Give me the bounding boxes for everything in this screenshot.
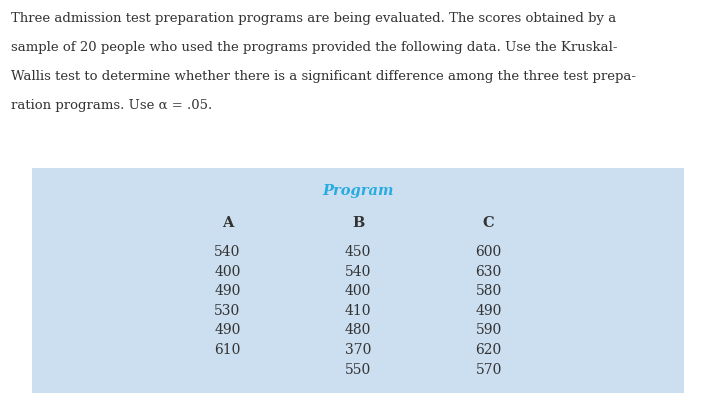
Text: 540: 540: [345, 264, 371, 278]
Text: 480: 480: [345, 323, 371, 336]
Text: B: B: [352, 215, 364, 229]
Text: Three admission test preparation programs are being evaluated. The scores obtain: Three admission test preparation program…: [11, 12, 616, 25]
Text: 410: 410: [345, 303, 371, 317]
Text: 630: 630: [475, 264, 502, 278]
Text: sample of 20 people who used the programs provided the following data. Use the K: sample of 20 people who used the program…: [11, 41, 617, 54]
Text: 530: 530: [214, 303, 241, 317]
Text: A: A: [222, 215, 233, 229]
Text: 490: 490: [214, 323, 241, 336]
Text: 490: 490: [475, 303, 502, 317]
Text: C: C: [483, 215, 494, 229]
Text: 450: 450: [345, 245, 371, 259]
Text: 490: 490: [214, 284, 241, 298]
Text: Wallis test to determine whether there is a significant difference among the thr: Wallis test to determine whether there i…: [11, 70, 635, 83]
Text: 550: 550: [345, 362, 371, 376]
Text: 620: 620: [475, 342, 502, 356]
Text: 370: 370: [345, 342, 371, 356]
Text: 400: 400: [214, 264, 241, 278]
Text: Program: Program: [322, 184, 394, 198]
Text: 610: 610: [214, 342, 241, 356]
Text: 580: 580: [475, 284, 502, 298]
Text: 540: 540: [214, 245, 241, 259]
Text: 570: 570: [475, 362, 502, 376]
Text: 400: 400: [345, 284, 371, 298]
Text: ration programs. Use α = .05.: ration programs. Use α = .05.: [11, 99, 212, 111]
Text: 600: 600: [475, 245, 502, 259]
FancyBboxPatch shape: [32, 168, 684, 393]
Text: 590: 590: [475, 323, 502, 336]
